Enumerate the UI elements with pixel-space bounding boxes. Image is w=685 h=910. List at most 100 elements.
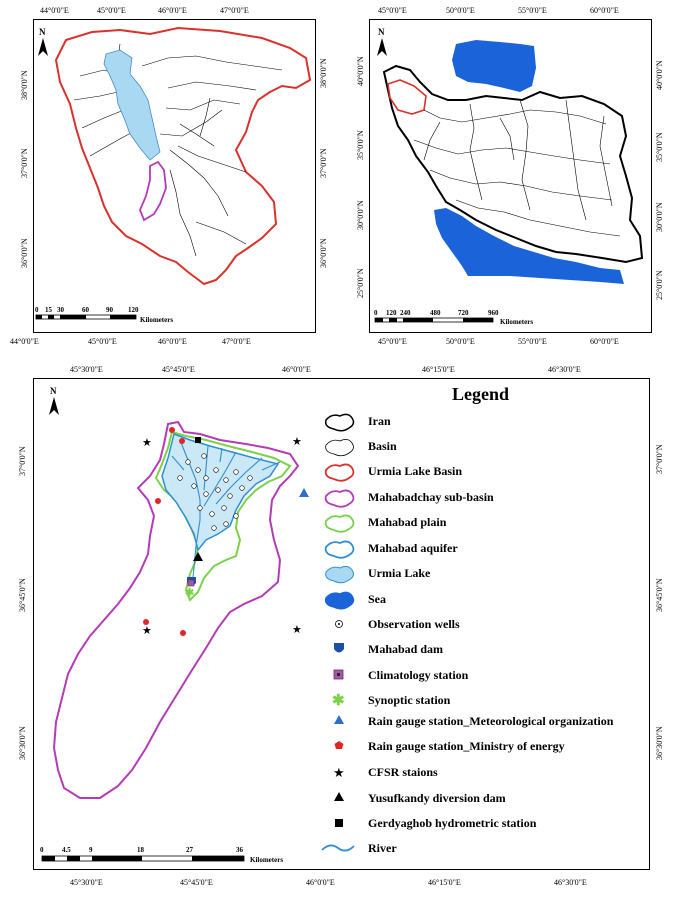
map1-scale-30: 30 [57,306,64,314]
map1-urmia-lake [103,49,161,161]
map3-top-lon-4: 46°15'0"E [422,365,455,374]
svg-text:★: ★ [142,437,152,449]
map3-gerdyaghob-icon [195,437,201,443]
map1-scale-15: 15 [45,306,52,314]
map3-observation-wells [177,453,253,531]
map3-top-lon-5: 46°30'0"E [548,365,581,374]
map1-scale-60: 60 [82,306,89,314]
map1-bottom-lon-4: 47°0'0"E [222,337,251,346]
map3-scale-27: 27 [186,846,193,854]
svg-text:★: ★ [292,624,302,636]
map3-yusufkandy-icon [193,552,203,561]
svg-text:★: ★ [292,436,302,448]
legend-item-synoptic: Synoptic station [368,693,451,707]
map3-scale-0: 0 [40,846,44,854]
map2-north-arrow-icon [377,38,387,56]
map3-north-label: N [50,386,57,396]
map1-north-label: N [39,27,46,37]
legend-title: Legend [452,384,510,404]
map2-bottom-lon-3: 55°0'0"E [518,337,547,346]
legend-item-rain-met: Rain gauge station_Meteorological organi… [368,714,614,728]
legend-item-gerdyaghob: Gerdyaghob hydrometric station [368,816,537,830]
map2-top-lon-4: 60°0'0"E [590,6,619,15]
map3-scale-4-5: 4.5 [62,846,71,854]
map2-bottom-lon-1: 45°0'0"E [378,337,407,346]
map1-top-lon-2: 45°0'0"E [97,6,126,15]
map2-bottom-lon-4: 60°0'0"E [590,337,619,346]
map3-mahabadchay-outline [52,420,300,799]
map2-north-label: N [378,27,385,37]
map1-mahabadchay-outline [139,160,167,222]
svg-text:★: ★ [142,625,152,637]
legend-item-urmia-lake: Urmia Lake [368,566,431,580]
map1-top-lon-4: 47°0'0"E [220,6,249,15]
legend-item-dam: Mahabad dam [368,642,444,656]
map3-north-arrow-icon [49,397,59,415]
map2-scale-bar [374,317,494,323]
legend-item-mahabad-plain: Mahabad plain [368,515,447,529]
map3-synoptic-icon: ✱ [185,587,194,599]
map3-moe-gauges-icon [143,427,186,636]
legend-item-sea: Sea [368,592,386,606]
map3-top-lon-1: 45°30'0"E [70,365,103,374]
map1-bottom-lon-3: 46°0'0"E [158,337,187,346]
legend-item-urmia-basin: Urmia Lake Basin [368,464,463,478]
map1-scale-bar [35,314,137,320]
map3-climatology-icon [187,579,195,587]
legend-item-climatology: Climatology station [368,668,469,682]
map3-top-lon-3: 46°0'0"E [282,365,311,374]
map1-top-lon-3: 46°0'0"E [158,6,187,15]
map2-scale-240: 240 [400,309,411,317]
map2-basin-lines [413,99,621,237]
map3-scale-36: 36 [236,846,243,854]
map3-scale-18: 18 [137,846,144,854]
legend-item-mahabad-aquifer: Mahabad aquifer [368,541,458,555]
map3-scale-unit: Kilometers [250,856,284,864]
map2-scale-960: 960 [488,309,499,317]
legend-item-yusufkandy: Yusufkandy diversion dam [368,791,506,805]
map1-scale-120: 120 [128,306,139,314]
map2-top-lon-1: 45°0'0"E [378,6,407,15]
map1-bottom-lon-1: 44°0'0"E [10,337,39,346]
svg-text:✱: ✱ [332,693,345,709]
map2-bottom-lon-2: 50°0'0"E [446,337,475,346]
map3-bottom-lon-5: 46°30'0"E [554,878,587,887]
map2-caspian-sea [452,40,536,92]
map2-persian-gulf [434,208,624,284]
map2-iran-outline [382,64,644,264]
map1-north-arrow-icon [38,38,48,56]
map3-met-gauge-icon [299,488,309,497]
map1-scale-90: 90 [106,306,113,314]
map-urmia-basin [33,19,316,333]
map3-bottom-lon-4: 46°15'0"E [428,878,461,887]
map2-top-lon-2: 50°0'0"E [446,6,475,15]
map3-bottom-lon-2: 45°45'0"E [180,878,213,887]
legend-item-wells: Observation wells [368,617,460,631]
map1-scale-0: 0 [35,306,39,314]
legend-item-basin: Basin [368,439,397,453]
map3-scale-9: 9 [89,846,93,854]
svg-text:★: ★ [333,765,345,780]
map2-top-lon-3: 55°0'0"E [518,6,547,15]
map2-scale-0: 0 [374,309,378,317]
map2-scale-480: 480 [430,309,441,317]
legend-item-iran: Iran [368,414,391,428]
map2-scale-120: 120 [386,309,397,317]
map2-scale-720: 720 [458,309,469,317]
urmia-basin-outline [54,26,312,286]
legend-item-river: River [368,841,397,855]
map3-top-lon-2: 45°45'0"E [162,365,195,374]
map1-scale-unit: Kilometers [140,316,174,324]
map1-top-lon-1: 44°0'0"E [40,6,69,15]
map3-cfsr-stations-icon: ★ ★ ★ ★ [142,436,302,637]
map3-mahabad-aquifer [161,433,280,552]
legend-item-mahabadchay: Mahabadchay sub-basin [368,490,494,504]
map3-scale-bar [41,855,245,862]
map3-bottom-lon-1: 45°30'0"E [70,878,103,887]
legend-item-rain-moe: Rain gauge station_Ministry of energy [368,739,565,753]
map3-bottom-lon-3: 46°0'0"E [306,878,335,887]
legend-item-cfsr: CFSR staions [368,765,438,779]
